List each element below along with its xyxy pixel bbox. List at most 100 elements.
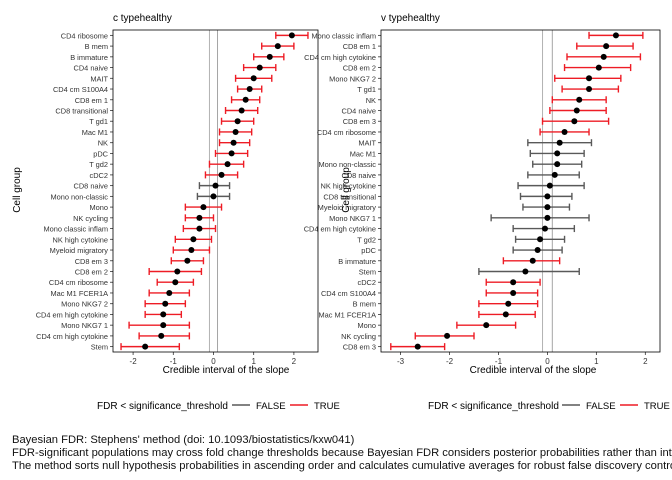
y-tick-label: Mac M1 FCER1A bbox=[51, 289, 109, 298]
y-tick-label: NK bbox=[366, 96, 376, 105]
y-tick-label: CD8 em 2 bbox=[343, 64, 376, 73]
estimate-point bbox=[190, 236, 197, 243]
y-tick-label: CD8 transitional bbox=[323, 192, 376, 201]
estimate-point bbox=[196, 225, 203, 232]
y-tick-label: CD8 transitional bbox=[55, 107, 108, 116]
y-tick-label: CD4 cm high cytokine bbox=[304, 53, 376, 62]
y-tick-label: Mono NKG7 1 bbox=[61, 321, 108, 330]
estimate-point bbox=[274, 43, 281, 50]
y-tick-label: CD4 cm S100A4 bbox=[321, 289, 376, 298]
y-tick-label: Mono NKG7 2 bbox=[61, 300, 108, 309]
estimate-point bbox=[600, 53, 607, 60]
estimate-point bbox=[612, 32, 619, 39]
y-tick-label: CD8 em 3 bbox=[75, 257, 108, 266]
estimate-point bbox=[537, 236, 544, 243]
legend-true-label: TRUE bbox=[644, 401, 670, 412]
estimate-point bbox=[502, 311, 509, 318]
estimate-point bbox=[234, 118, 241, 125]
x-tick-label: 1 bbox=[251, 357, 256, 366]
y-tick-label: T gd2 bbox=[357, 235, 376, 244]
estimate-point bbox=[586, 86, 593, 93]
x-tick-label: -1 bbox=[495, 357, 503, 366]
y-tick-label: CD8 em 3 bbox=[343, 117, 376, 126]
estimate-point bbox=[573, 107, 580, 114]
estimate-point bbox=[529, 257, 536, 264]
y-tick-label: CD8 naive bbox=[341, 171, 376, 180]
estimate-point bbox=[544, 204, 551, 211]
x-tick-label: 2 bbox=[643, 357, 648, 366]
estimate-point bbox=[246, 86, 253, 93]
y-tick-label: CD4 cm high cytokine bbox=[36, 332, 108, 341]
estimate-point bbox=[522, 268, 529, 275]
x-tick-label: 1 bbox=[594, 357, 599, 366]
y-tick-label: CD8 em 3 bbox=[343, 343, 376, 352]
y-tick-label: cDC2 bbox=[90, 171, 108, 180]
y-axis-label: Cell group bbox=[341, 167, 352, 213]
x-axis-label: Credible interval of the slope bbox=[470, 365, 597, 376]
y-tick-label: CD8 em 2 bbox=[75, 268, 108, 277]
y-tick-label: CD4 cm ribosome bbox=[49, 278, 108, 287]
y-tick-label: CD4 ribosome bbox=[61, 31, 108, 40]
y-tick-label: Mono classic inflam bbox=[44, 225, 108, 234]
y-tick-label: Mono NKG7 1 bbox=[329, 214, 376, 223]
estimate-point bbox=[174, 268, 181, 275]
estimate-point bbox=[510, 289, 517, 296]
estimate-point bbox=[586, 75, 593, 82]
y-tick-label: MAIT bbox=[358, 139, 376, 148]
x-tick-label: 0 bbox=[211, 357, 216, 366]
y-tick-label: Mono non-classic bbox=[50, 192, 108, 201]
estimate-point bbox=[603, 43, 610, 50]
y-tick-label: Mac M1 bbox=[82, 128, 108, 137]
legend-true-label: TRUE bbox=[314, 401, 340, 412]
x-axis-label: Credible interval of the slope bbox=[163, 365, 290, 376]
estimate-point bbox=[200, 204, 207, 211]
y-tick-label: T gd2 bbox=[89, 160, 108, 169]
y-tick-label: T gd1 bbox=[89, 117, 108, 126]
estimate-point bbox=[288, 32, 295, 39]
estimate-point bbox=[505, 300, 512, 307]
y-tick-label: CD4 naive bbox=[73, 64, 108, 73]
estimate-point bbox=[162, 300, 169, 307]
y-tick-label: B immature bbox=[338, 257, 376, 266]
panel-title: c typehealthy bbox=[113, 13, 172, 24]
panel-plot-area: CD4 ribosome B mem B immature CD4 naiveMAIT… bbox=[36, 29, 319, 366]
caption-line: Bayesian FDR: Stephens' method (doi: 10.… bbox=[12, 434, 355, 446]
estimate-point bbox=[142, 343, 149, 350]
y-tick-label: Mono classic inflam bbox=[312, 31, 376, 40]
estimate-point bbox=[210, 193, 217, 200]
estimate-point bbox=[230, 139, 237, 146]
estimate-point bbox=[556, 139, 563, 146]
y-tick-label: B mem bbox=[353, 300, 376, 309]
estimate-point bbox=[188, 247, 195, 254]
estimate-point bbox=[576, 96, 583, 103]
y-tick-label: Stem bbox=[91, 343, 108, 352]
estimate-point bbox=[158, 332, 165, 339]
x-tick-label: 2 bbox=[292, 357, 297, 366]
legend-title: FDR < significance_threshold bbox=[428, 401, 559, 412]
y-tick-label: pDC bbox=[93, 149, 108, 158]
estimate-point bbox=[160, 322, 167, 329]
estimate-point bbox=[242, 96, 249, 103]
panel-border bbox=[380, 29, 661, 353]
estimate-point bbox=[571, 118, 578, 125]
y-tick-label: Myeloid migratory bbox=[318, 203, 377, 212]
estimate-point bbox=[554, 161, 561, 168]
y-axis-label: Cell group bbox=[12, 167, 23, 213]
y-tick-label: NK cycling bbox=[73, 214, 108, 223]
caption-line: The method sorts null hypothesis probabi… bbox=[12, 460, 672, 472]
y-tick-label: CD8 em 1 bbox=[343, 42, 376, 51]
legend-false-label: FALSE bbox=[256, 401, 286, 412]
estimate-point bbox=[256, 64, 263, 71]
y-tick-label: Mono bbox=[90, 203, 109, 212]
estimate-point bbox=[218, 171, 225, 178]
estimate-point bbox=[444, 332, 451, 339]
y-tick-label: NK high cytokine bbox=[53, 235, 108, 244]
y-tick-label: CD8 naive bbox=[73, 182, 108, 191]
estimate-point bbox=[551, 171, 558, 178]
estimate-point bbox=[561, 128, 568, 135]
estimate-point bbox=[232, 128, 239, 135]
estimate-point bbox=[414, 343, 421, 350]
y-tick-label: pDC bbox=[361, 246, 376, 255]
caption-line: FDR-significant populations may cross fo… bbox=[12, 447, 672, 459]
